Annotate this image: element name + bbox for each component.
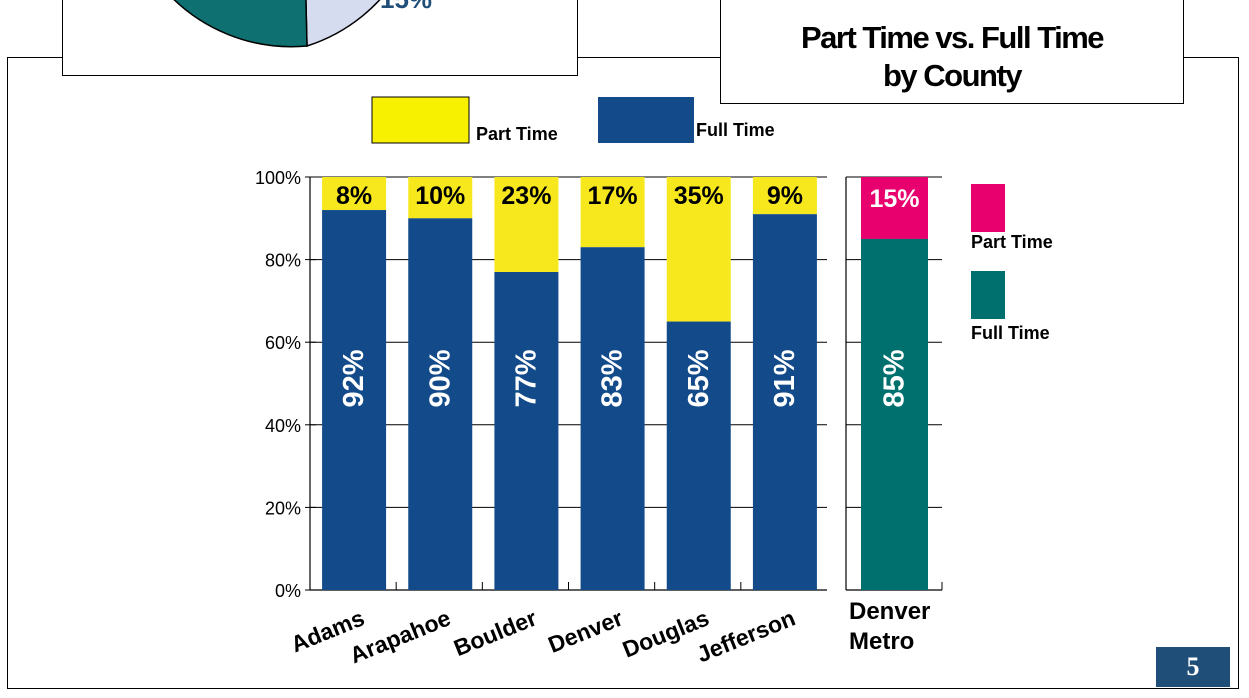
legend-swatch-full-time <box>598 97 694 143</box>
legend-label-metro-part-time: Part Time <box>971 232 1053 252</box>
data-label-part-time: 17% <box>588 182 638 210</box>
y-tick-label: 40% <box>265 416 301 436</box>
legend-label-metro-full-time: Full Time <box>971 323 1050 343</box>
bar-part-time <box>580 177 645 248</box>
data-label-part-time: 23% <box>501 182 551 210</box>
x-category-label: Denver <box>544 605 626 658</box>
y-tick-label: 0% <box>275 581 301 601</box>
data-label-full-time: 65% <box>683 349 715 407</box>
bar-part-time <box>752 177 817 215</box>
data-label-part-time: 10% <box>415 182 465 210</box>
page-number-badge: 5 <box>1156 647 1230 687</box>
metro-bar-full-time <box>861 238 928 590</box>
y-tick-label: 60% <box>265 333 301 353</box>
x-category-label: Arapahoe <box>346 605 454 669</box>
x-category-label: Jefferson <box>693 605 799 668</box>
metro-data-label-part-time: 15% <box>869 185 919 213</box>
bar-part-time <box>666 177 731 322</box>
metro-category-label: Denver <box>849 598 930 625</box>
metro-category-label: Metro <box>849 628 914 655</box>
legend-swatch-part-time <box>371 96 470 144</box>
data-label-part-time: 8% <box>336 182 372 210</box>
bar-full-time <box>322 210 387 591</box>
data-label-full-time: 77% <box>510 349 542 407</box>
y-tick-label: 80% <box>265 251 301 271</box>
metro-data-label-full-time: 85% <box>879 349 911 407</box>
data-label-full-time: 90% <box>424 349 456 407</box>
data-label-part-time: 35% <box>674 182 724 210</box>
data-label-full-time: 92% <box>338 349 370 407</box>
data-label-part-time: 9% <box>767 182 803 210</box>
bar-full-time <box>580 247 645 590</box>
bar-part-time <box>408 177 473 219</box>
chart-title-box: Part Time vs. Full Time by County <box>720 0 1184 104</box>
bar-full-time <box>752 214 817 591</box>
pie-chart-fragment: 15% <box>62 0 578 76</box>
y-tick-label: 100% <box>255 168 301 188</box>
slide-frame <box>7 57 1239 689</box>
bar-part-time <box>322 177 387 211</box>
legend-swatch-metro-full-time <box>971 271 1005 319</box>
pie-slice-light <box>305 0 381 48</box>
legend-swatch-metro-part-time <box>971 184 1005 232</box>
chart-title: Part Time vs. Full Time by County <box>800 19 1105 93</box>
bar-full-time <box>408 218 473 591</box>
data-label-full-time: 91% <box>769 349 801 407</box>
bar-full-time <box>666 321 731 590</box>
bar-full-time <box>494 271 559 590</box>
pie-slice-label: 15% <box>380 0 432 14</box>
pie-slice-dark <box>173 0 308 48</box>
y-tick-label: 20% <box>265 498 301 518</box>
bar-part-time <box>494 177 559 272</box>
x-category-label: Boulder <box>450 605 540 662</box>
metro-bar-part-time <box>861 177 928 239</box>
data-label-full-time: 83% <box>597 349 629 407</box>
legend-label-part-time: Part Time <box>476 124 558 144</box>
legend-label-full-time: Full Time <box>696 120 775 140</box>
page-number: 5 <box>1186 652 1200 681</box>
pie-fragment-svg: 15% <box>173 0 432 48</box>
